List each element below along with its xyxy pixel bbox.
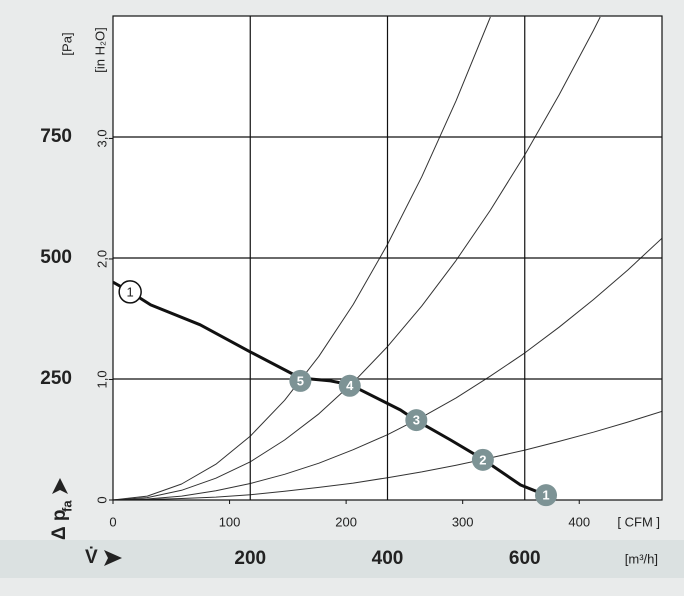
y-tick-label: 750 — [40, 126, 72, 147]
plot-frame — [112, 15, 663, 501]
operating-point-label: 4 — [346, 378, 354, 393]
x2-tick-label: 100 — [219, 514, 241, 529]
x-tick-label: 600 — [509, 548, 541, 569]
y2-tick-label: 1,0 — [94, 370, 109, 388]
x2-tick-label: 400 — [568, 514, 590, 529]
operating-point — [338, 374, 361, 397]
operating-point — [289, 369, 312, 392]
arrow — [52, 478, 68, 494]
x2-axis-label: [ CFM ] — [617, 514, 660, 529]
y-axis-label: [Pa] — [59, 32, 74, 55]
pressure-symbol: Δ p fa — [49, 478, 74, 540]
x-axis-label: [m³/h] — [625, 551, 658, 566]
y2-tick-label: 0 — [94, 496, 109, 503]
start-marker — [118, 280, 142, 304]
y2-tick-label: 2,0 — [94, 250, 109, 268]
y-tick-label: 250 — [40, 368, 72, 389]
pressure-subscript: fa — [59, 500, 74, 512]
x-tick-label: 400 — [372, 548, 404, 569]
x-tick-label: 200 — [234, 548, 266, 569]
y-tick-label: 500 — [40, 247, 72, 268]
flow-band — [0, 540, 684, 578]
y2-axis-label: [in H₂O] — [92, 27, 107, 73]
x2-tick-label: 300 — [452, 514, 474, 529]
start-marker-label: 1 — [127, 284, 134, 299]
arrow — [104, 550, 122, 566]
x2-tick-label: 0 — [109, 514, 116, 529]
operating-point-label: 5 — [297, 373, 304, 388]
operating-point-label: 3 — [413, 413, 420, 428]
pressure-symbol-text: Δ p — [49, 509, 70, 540]
operating-point — [471, 448, 494, 471]
operating-point-label: 2 — [479, 452, 486, 467]
operating-point — [405, 409, 428, 432]
flow-symbol: V̇ — [85, 546, 98, 568]
system-curve — [113, 16, 601, 500]
y2-tick-label: 3,0 — [94, 129, 109, 147]
x2-tick-label: 200 — [335, 514, 357, 529]
operating-point — [535, 484, 558, 507]
operating-point-label: 1 — [542, 488, 549, 503]
